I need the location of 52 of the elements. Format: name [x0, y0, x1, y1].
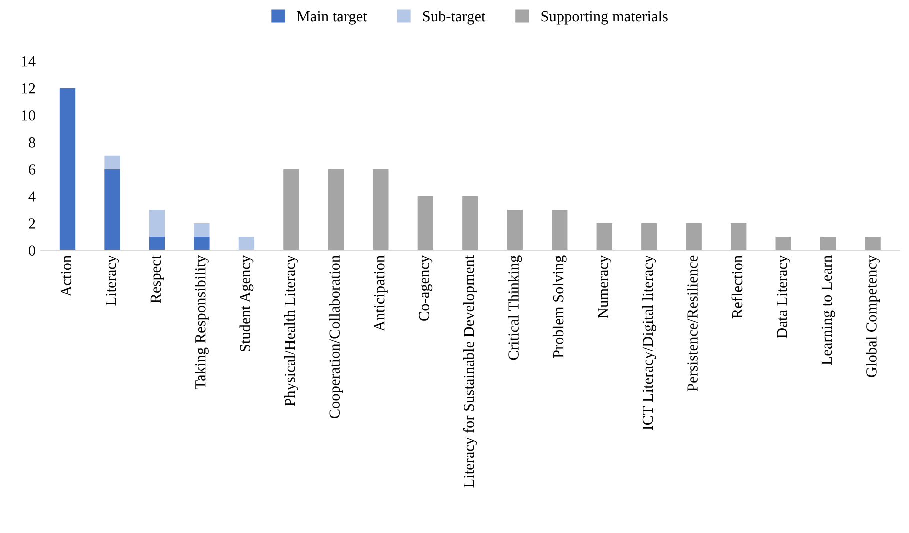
- x-tick-label: Critical Thinking: [508, 256, 522, 360]
- bar: [552, 210, 568, 251]
- x-tick-label: Action: [61, 256, 72, 297]
- bar: [284, 169, 300, 251]
- bar: [418, 196, 434, 251]
- y-tick-label: 4: [28, 192, 36, 202]
- bar: [60, 88, 76, 251]
- y-tick-label: 8: [28, 138, 36, 148]
- legend-label: Supporting materials: [542, 10, 668, 25]
- bar: [507, 210, 523, 251]
- bar: [462, 196, 478, 251]
- y-tick-label: 14: [22, 56, 36, 67]
- x-tick-label: Physical/Health Literacy: [284, 255, 298, 406]
- y-tick-label: 12: [22, 84, 36, 94]
- bar: [686, 223, 702, 251]
- x-tick-label: Cooperation/Collaboration: [329, 256, 344, 419]
- bar: [149, 236, 166, 251]
- x-tick-label: Literacy: [106, 255, 120, 306]
- bar: [820, 236, 836, 251]
- bar: [642, 223, 658, 251]
- bar: [596, 223, 612, 251]
- legend-label: Main target: [297, 11, 368, 25]
- bar: [104, 156, 120, 170]
- x-tick-label: Persistence/Resilience: [687, 256, 698, 392]
- y-tick-label: 10: [22, 110, 36, 121]
- y-tick-label: 6: [29, 164, 36, 175]
- x-tick-label: Co-agency: [419, 255, 433, 321]
- y-tick-label: 2: [29, 218, 36, 229]
- x-tick-label: Student Agency: [240, 255, 254, 352]
- x-tick-label: Learning to Learn: [822, 256, 836, 366]
- x-tick-label: Global Competency: [866, 255, 880, 378]
- bar: [194, 223, 210, 237]
- bar: [328, 169, 344, 251]
- legend-label: Sub-target: [423, 10, 486, 25]
- x-tick-label: Data Literacy: [777, 255, 791, 338]
- bar: [865, 236, 881, 251]
- bar: [238, 236, 255, 251]
- x-tick-label: Literacy for Sustainable Development: [463, 255, 478, 488]
- bar: [149, 210, 166, 237]
- bar: [776, 236, 792, 251]
- x-tick-label: Numeracy: [598, 255, 612, 319]
- x-tick-label: Problem Solving: [552, 256, 567, 358]
- y-tick-label: 0: [28, 246, 36, 256]
- bar: [194, 236, 210, 251]
- x-tick-label: Respect: [150, 255, 164, 304]
- x-tick-label: Reflection: [732, 256, 743, 319]
- bar: [104, 169, 120, 251]
- bar: [731, 223, 747, 251]
- x-tick-label: Taking Responsibility: [195, 255, 209, 390]
- x-tick-label: ICT Literacy/Digital literacy: [642, 255, 656, 430]
- x-tick-label: Anticipation: [374, 256, 388, 332]
- bar: [373, 169, 389, 251]
